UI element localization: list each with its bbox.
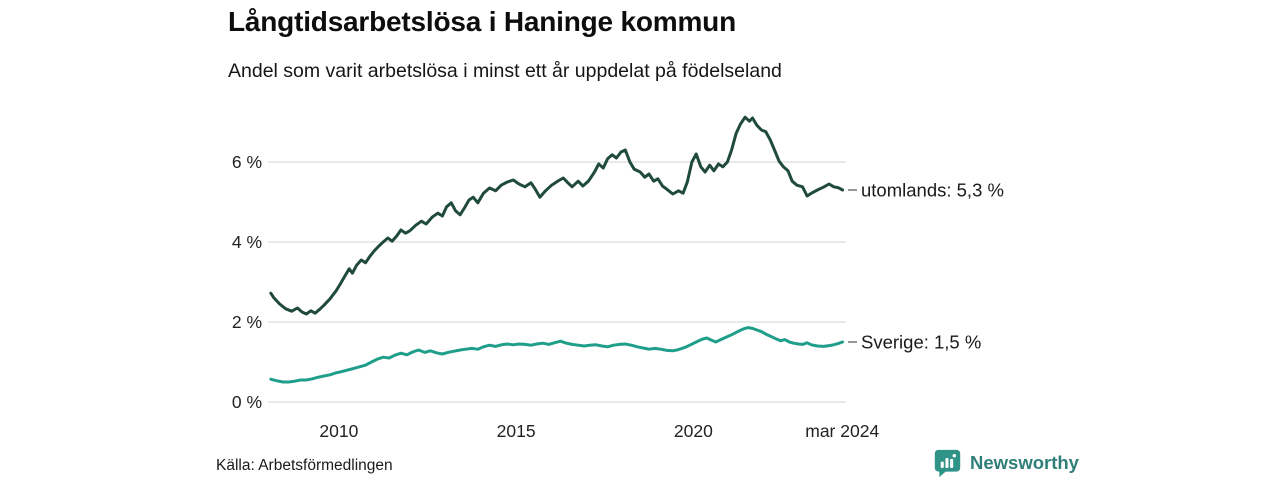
newsworthy-icon (934, 449, 961, 477)
x-tick-label: 2020 (674, 421, 713, 441)
x-tick-label: 2015 (497, 421, 536, 441)
y-tick-label: 4 % (232, 232, 262, 252)
series-line-sverige (269, 326, 845, 384)
x-tick-label: 2010 (319, 421, 358, 441)
newsworthy-logo: Newsworthy (933, 448, 1079, 477)
x-tick-label: mar 2024 (805, 421, 879, 441)
y-tick-label: 0 % (232, 392, 262, 412)
newsworthy-wordmark: Newsworthy (970, 451, 1079, 473)
chart-subtitle: Andel som varit arbetslösa i minst ett å… (228, 60, 782, 82)
y-tick-label: 6 % (232, 152, 262, 172)
page-title: Långtidsarbetslösa i Haninge kommun (228, 6, 736, 37)
source-note: Källa: Arbetsförmedlingen (216, 457, 393, 474)
series-line-utomlands (269, 115, 845, 316)
y-tick-label: 2 % (232, 312, 262, 332)
series-end-label-sverige: Sverige: 1,5 % (861, 332, 981, 353)
series-end-label-utomlands: utomlands: 5,3 % (861, 180, 1004, 201)
